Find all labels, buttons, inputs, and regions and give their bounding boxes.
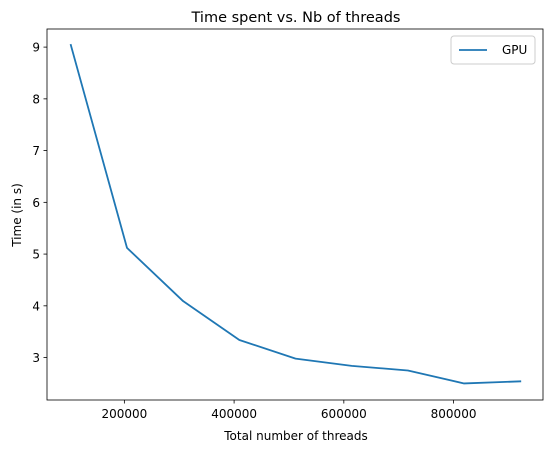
y-axis-title: Time (in s) [10, 183, 24, 248]
legend: GPU [450, 35, 536, 65]
y-tick-label: 9 [32, 41, 40, 55]
x-tick-label: 200000 [101, 407, 147, 421]
x-tick-label: 800000 [431, 407, 477, 421]
y-tick-label: 3 [32, 351, 40, 365]
y-tick-label: 5 [32, 248, 40, 262]
y-tick-label: 4 [32, 299, 40, 313]
plot-frame [46, 28, 544, 401]
x-axis-title: Total number of threads [223, 429, 367, 443]
x-tick-label: 400000 [211, 407, 257, 421]
x-axis: 200000 400000 600000 800000 [101, 400, 476, 421]
series-layer [69, 43, 522, 385]
y-axis: 3 4 5 6 7 8 9 [32, 41, 47, 365]
y-tick-label: 6 [32, 196, 40, 210]
x-tick-label: 600000 [321, 407, 367, 421]
chart-title: Time spent vs. Nb of threads [191, 10, 401, 26]
series-line-gpu [69, 43, 522, 385]
y-tick-label: 7 [32, 144, 40, 158]
legend-label: GPU [502, 43, 527, 57]
y-tick-label: 8 [32, 92, 40, 106]
legend-frame [450, 35, 536, 65]
